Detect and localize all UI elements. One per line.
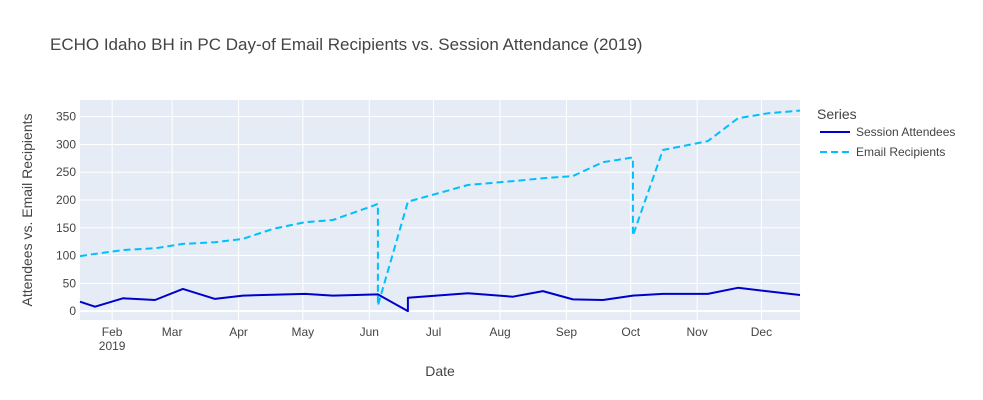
x-tick-jun: Jun [360,325,379,339]
chart-title: ECHO Idaho BH in PC Day-of Email Recipie… [50,35,642,54]
y-tick-labels: 0 50 100 150 200 250 300 350 [56,110,76,318]
legend-title: Series [817,106,857,122]
legend-item-email-recipients[interactable]: Email Recipients [820,145,945,159]
x-tick-sep: Sep [556,325,578,339]
legend[interactable]: Series Session Attendees Email Recipient… [817,106,955,159]
legend-item-session-attendees[interactable]: Session Attendees [820,125,955,139]
x-tick-oct: Oct [621,325,640,339]
y-axis-title: Attendees vs. Email Recipients [19,114,35,307]
x-tick-nov: Nov [686,325,707,339]
y-tick-200: 200 [56,193,76,207]
x-tick-feb: Feb [102,325,123,339]
x-tick-aug: Aug [489,325,510,339]
plot-area [80,100,800,320]
y-tick-150: 150 [56,221,76,235]
y-tick-250: 250 [56,165,76,179]
legend-label-session-attendees: Session Attendees [856,125,955,139]
x-tick-apr: Apr [229,325,248,339]
x-axis-title: Date [425,363,455,379]
x-tick-jul: Jul [426,325,441,339]
x-tick-mar: Mar [162,325,183,339]
x-tick-dec: Dec [751,325,772,339]
y-tick-0: 0 [69,304,76,318]
x-tick-year: 2019 [99,339,126,353]
legend-label-email-recipients: Email Recipients [856,145,945,159]
y-tick-100: 100 [56,249,76,263]
x-tick-may: May [292,325,315,339]
y-tick-350: 350 [56,110,76,124]
y-tick-50: 50 [63,276,77,290]
y-tick-300: 300 [56,137,76,151]
